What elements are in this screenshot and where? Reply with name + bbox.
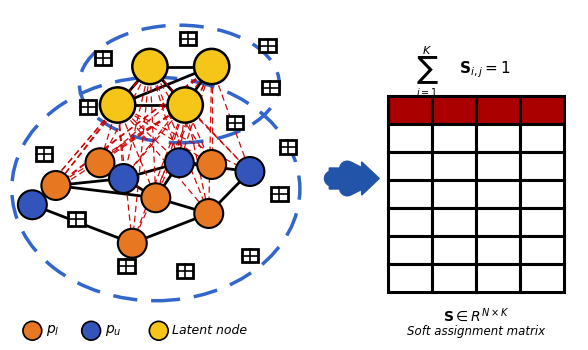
- Bar: [520, 152, 564, 180]
- Bar: [520, 264, 564, 292]
- Ellipse shape: [109, 164, 138, 193]
- Ellipse shape: [18, 190, 47, 219]
- Bar: [476, 124, 520, 152]
- Bar: [432, 96, 476, 124]
- Ellipse shape: [118, 229, 147, 258]
- Ellipse shape: [41, 171, 71, 200]
- Ellipse shape: [235, 157, 265, 186]
- Ellipse shape: [194, 49, 229, 84]
- Ellipse shape: [100, 88, 135, 122]
- Ellipse shape: [165, 148, 194, 177]
- Bar: [280, 140, 296, 154]
- Bar: [242, 248, 258, 262]
- Bar: [259, 38, 276, 52]
- Ellipse shape: [141, 183, 171, 212]
- Bar: [432, 208, 476, 236]
- Bar: [118, 259, 135, 273]
- Bar: [180, 32, 196, 46]
- Text: $p_l$: $p_l$: [46, 323, 59, 338]
- Ellipse shape: [132, 49, 168, 84]
- Bar: [476, 96, 520, 124]
- Bar: [388, 236, 432, 264]
- Text: $\mathbf{S}\in R^{N\times K}$: $\mathbf{S}\in R^{N\times K}$: [443, 306, 509, 324]
- Ellipse shape: [197, 150, 226, 179]
- Ellipse shape: [194, 199, 223, 228]
- Bar: [388, 96, 432, 124]
- FancyArrow shape: [329, 162, 379, 195]
- Text: $p_u$: $p_u$: [105, 323, 121, 338]
- Text: Soft assignment matrix: Soft assignment matrix: [407, 326, 545, 338]
- Bar: [432, 180, 476, 208]
- Bar: [36, 147, 52, 161]
- Bar: [388, 124, 432, 152]
- Bar: [432, 124, 476, 152]
- Bar: [432, 152, 476, 180]
- Bar: [520, 236, 564, 264]
- Ellipse shape: [82, 321, 101, 340]
- Bar: [227, 116, 243, 130]
- Bar: [388, 264, 432, 292]
- Bar: [476, 264, 520, 292]
- Bar: [476, 208, 520, 236]
- Ellipse shape: [149, 321, 168, 340]
- Text: $K$: $K$: [422, 44, 432, 56]
- Bar: [68, 212, 85, 226]
- Bar: [177, 264, 193, 278]
- Text: $j=1$: $j=1$: [415, 86, 439, 100]
- Bar: [262, 80, 279, 94]
- Bar: [476, 180, 520, 208]
- Text: $\sum$: $\sum$: [416, 54, 438, 86]
- Bar: [520, 208, 564, 236]
- Bar: [476, 236, 520, 264]
- Bar: [432, 236, 476, 264]
- Ellipse shape: [85, 148, 115, 177]
- Bar: [388, 208, 432, 236]
- Bar: [520, 96, 564, 124]
- Bar: [80, 100, 96, 114]
- Bar: [388, 180, 432, 208]
- Ellipse shape: [168, 88, 203, 122]
- Bar: [95, 51, 111, 65]
- Ellipse shape: [23, 321, 42, 340]
- Bar: [271, 187, 288, 201]
- Bar: [520, 180, 564, 208]
- Text: Latent node: Latent node: [172, 324, 248, 337]
- Bar: [476, 152, 520, 180]
- Bar: [432, 264, 476, 292]
- Text: $\mathbf{S}_{i,j}=1$: $\mathbf{S}_{i,j}=1$: [459, 60, 511, 80]
- Bar: [520, 124, 564, 152]
- Bar: [388, 152, 432, 180]
